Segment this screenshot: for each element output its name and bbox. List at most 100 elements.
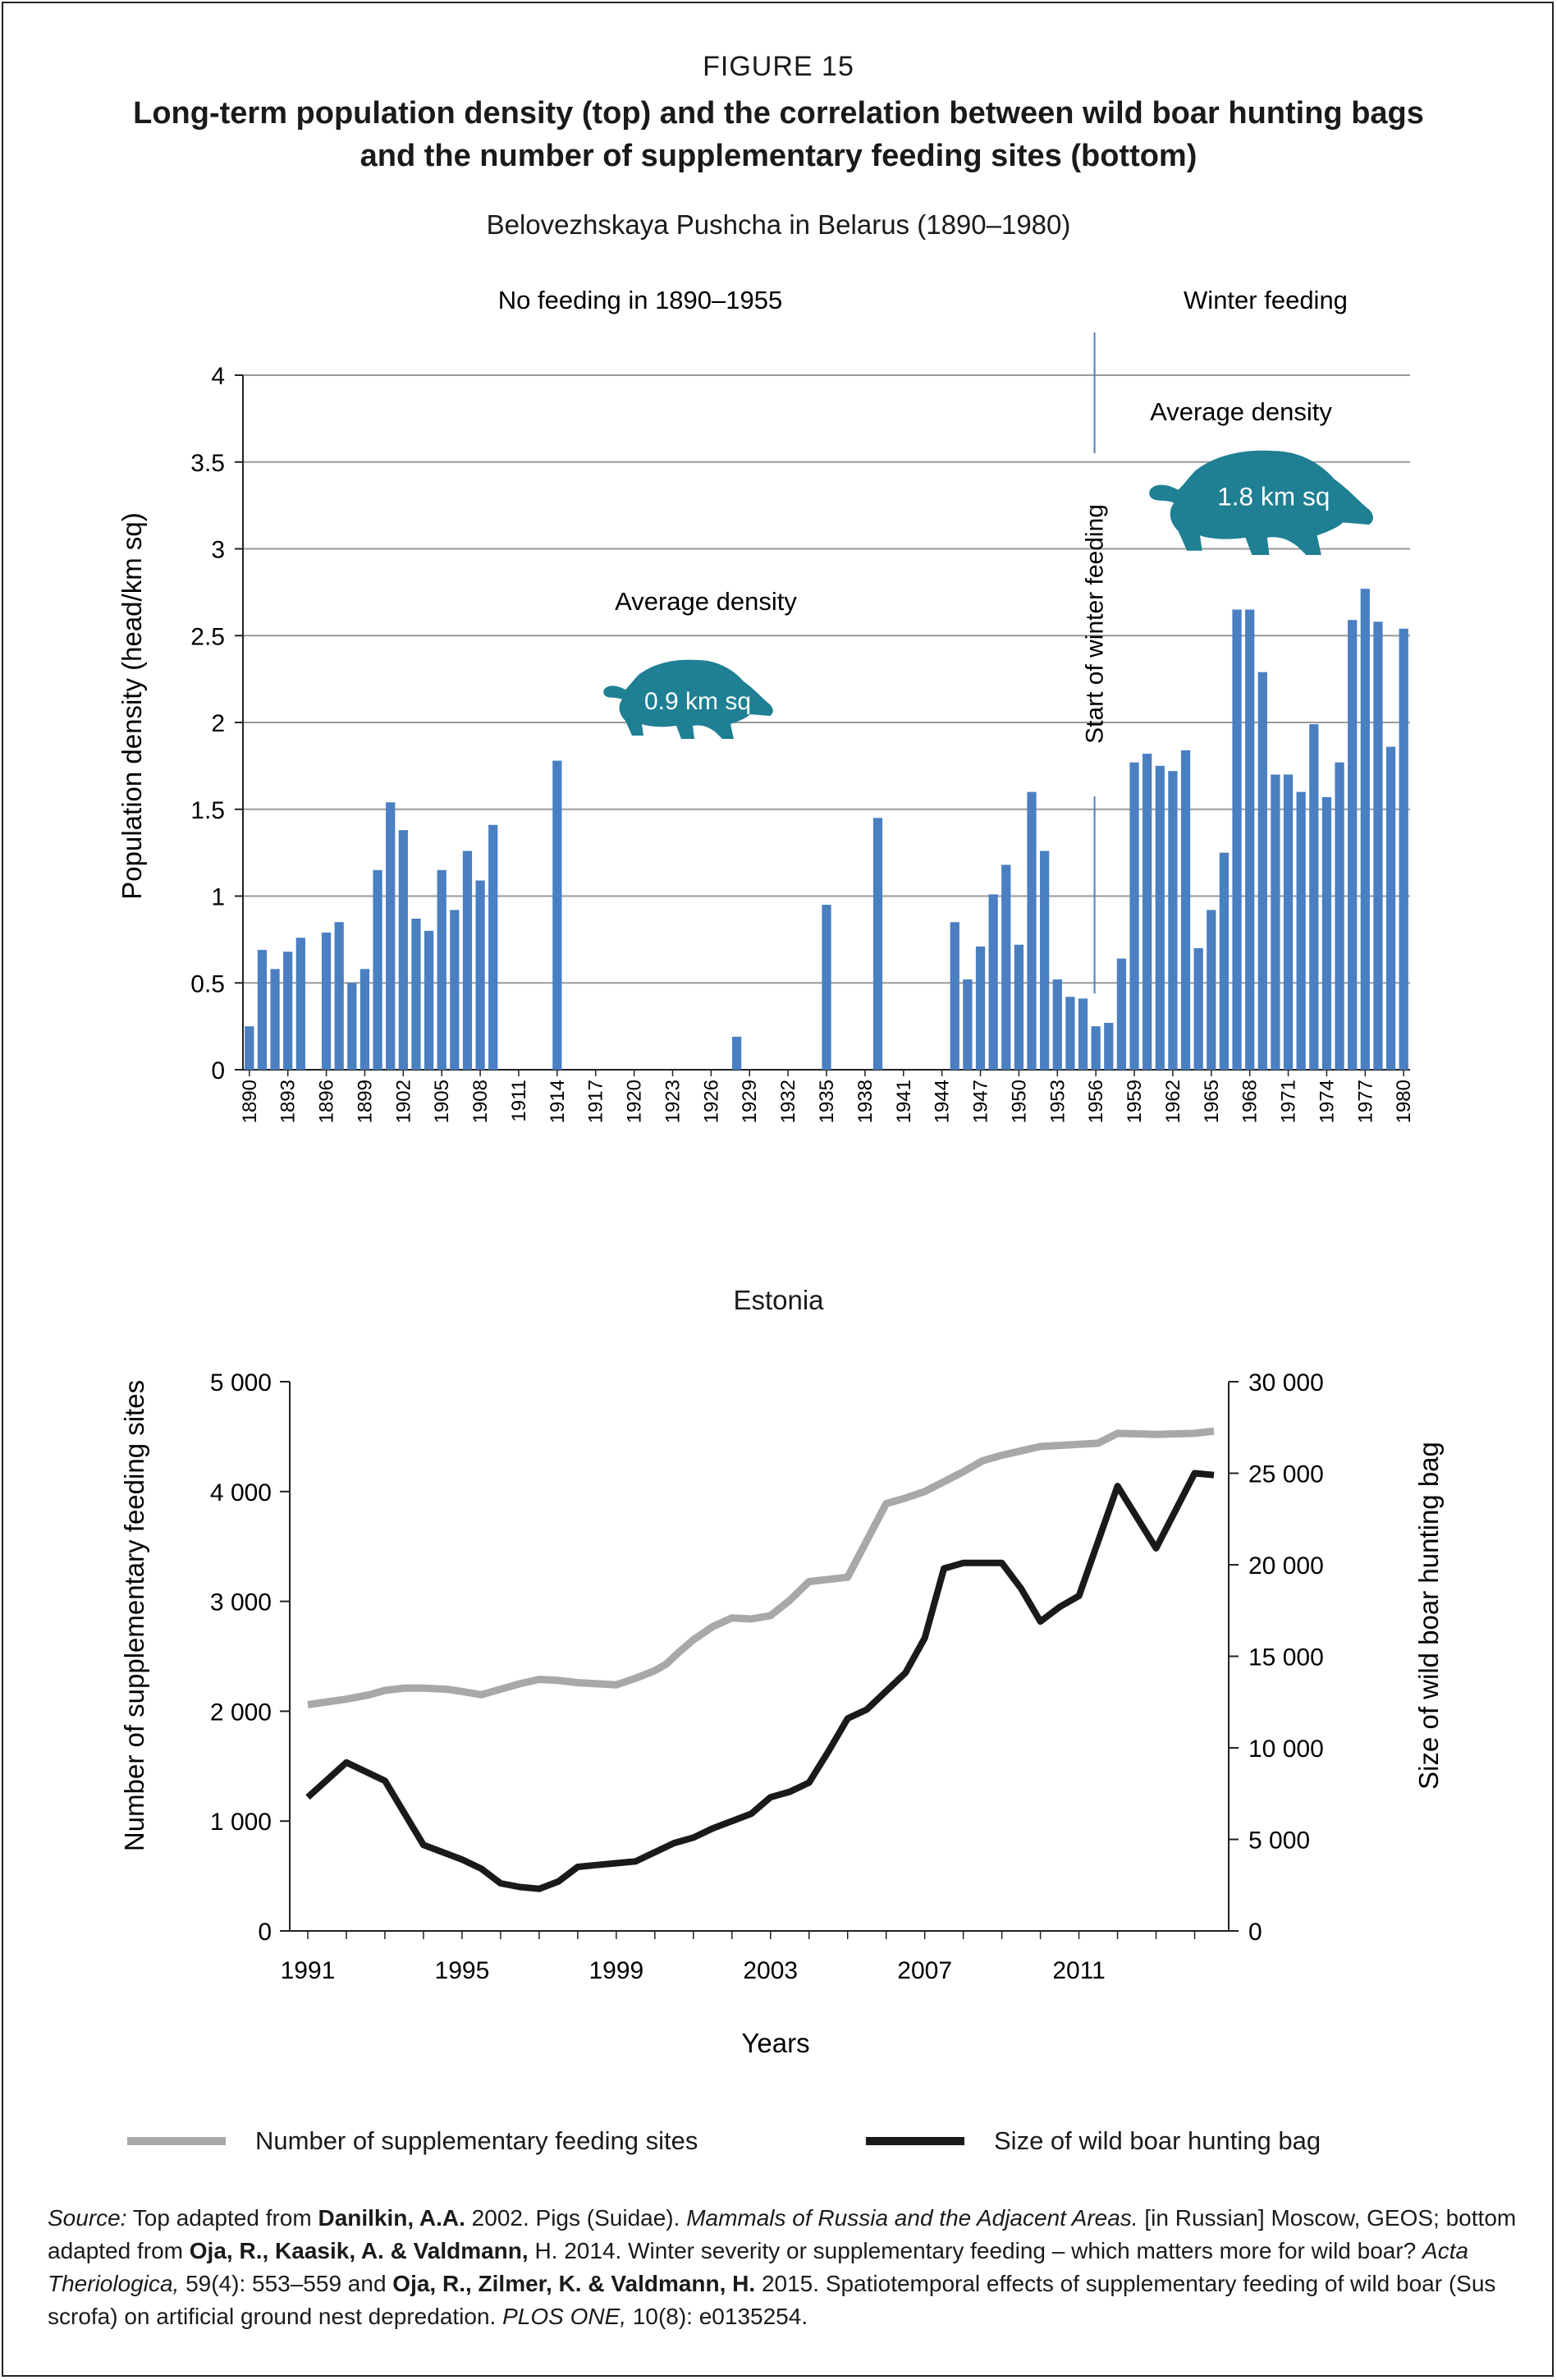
estonia-line-chart: 1991 1995 1999 2003 2007 2011 0 1 000 2 000 3 00… xyxy=(119,1369,1444,2058)
legend-swatch-black xyxy=(866,2137,964,2145)
source-journal-2: Acta Theriologica, xyxy=(48,2238,1469,2296)
legend-item-feeding-sites: Number of supplementary feeding sites xyxy=(127,2126,698,2156)
bar-1958 xyxy=(1116,958,1127,1070)
bar-1948 xyxy=(988,894,998,1070)
bar-1976 xyxy=(1348,620,1358,1070)
bar-1949 xyxy=(1001,864,1011,1070)
source-journal-3: PLOS ONE, xyxy=(502,2304,627,2329)
line-left-tick-label: 0 xyxy=(258,1919,272,1946)
bar-x-tick-label: 1974 xyxy=(1316,1080,1338,1123)
bar-x-tick-label: 1926 xyxy=(700,1080,722,1123)
figure-label: FIGURE 15 xyxy=(703,51,854,82)
source-author-1: Danilkin, A.A. xyxy=(318,2205,465,2231)
bar-x-tick-label: 1938 xyxy=(854,1080,877,1123)
bar-1980 xyxy=(1399,628,1408,1070)
series-feeding-sites-line xyxy=(307,1427,1215,1708)
bar-1952 xyxy=(1040,851,1050,1070)
bar-1954 xyxy=(1065,997,1075,1070)
bar-x-tick-label: 1935 xyxy=(816,1080,838,1123)
source-text-2: 2002. Pigs (Suidae). xyxy=(465,2205,687,2231)
bar-1951 xyxy=(1027,791,1037,1070)
bar-x-tick-label: 1908 xyxy=(469,1080,492,1123)
bar-x-tick-label: 1893 xyxy=(277,1080,300,1123)
bar-1979 xyxy=(1385,746,1396,1070)
winter-feeding-annotation: Winter feeding xyxy=(1184,286,1348,314)
bar-chart-x-ticks: 1890 1893 1896 1899 1902 1905 1908 1911 1914 1917… xyxy=(239,1070,1415,1123)
line-chart-series xyxy=(305,1427,1215,1892)
bar-x-tick-label: 1971 xyxy=(1278,1080,1300,1123)
source-text-7: 10(8): e0135254. xyxy=(626,2304,808,2329)
bar-x-tick-label: 1959 xyxy=(1124,1080,1146,1123)
bar-x-tick-label: 1980 xyxy=(1393,1080,1415,1123)
bar-1897 xyxy=(334,922,344,1070)
legend-swatch-grey xyxy=(127,2137,226,2145)
line-chart-x-axis-label: Years xyxy=(741,2028,809,2058)
bar-1893 xyxy=(283,952,293,1070)
top-chart-title: Belovezhskaya Pushcha in Belarus (1890–1… xyxy=(486,209,1071,240)
line-left-tick-label: 1 000 xyxy=(210,1809,272,1836)
bar-1904 xyxy=(424,930,434,1070)
bar-x-tick-label: 1962 xyxy=(1162,1080,1184,1123)
line-right-tick-label: 20 000 xyxy=(1248,1552,1324,1580)
source-text-3: [in Russian] Moscow, GEOS; bottom adapte… xyxy=(48,2205,1517,2263)
source-note: Source: Top adapted from Danilkin, A.A. … xyxy=(48,2202,1517,2333)
bar-chart-y-ticks: 0 0.5 1 1.5 2 2.5 3 3.5 4 xyxy=(190,363,225,1085)
bar-1906 xyxy=(450,910,460,1070)
bar-x-tick-label: 1902 xyxy=(392,1080,414,1123)
line-chart-right-y-axis-label: Size of wild boar hunting bag xyxy=(1413,1442,1444,1790)
bar-1950 xyxy=(1014,944,1024,1070)
bar-1909 xyxy=(488,824,498,1070)
source-text-1: Top adapted from xyxy=(126,2205,318,2231)
bar-x-tick-label: 1968 xyxy=(1239,1080,1262,1123)
bar-1974 xyxy=(1321,796,1332,1070)
legend-label-feeding-sites: Number of supplementary feeding sites xyxy=(255,2126,698,2155)
bar-x-tick-label: 1944 xyxy=(932,1080,954,1123)
line-x-tick-label: 1995 xyxy=(435,1957,490,1984)
bar-1901 xyxy=(386,802,396,1070)
bar-1968 xyxy=(1245,609,1255,1070)
bar-1914 xyxy=(552,760,562,1070)
bar-x-tick-label: 1932 xyxy=(777,1080,799,1123)
bar-1978 xyxy=(1373,621,1383,1070)
line-right-tick-label: 15 000 xyxy=(1248,1644,1324,1672)
bar-1966 xyxy=(1219,852,1230,1070)
bar-x-tick-label: 1965 xyxy=(1201,1080,1223,1123)
source-text-5: 59(4): 553–559 and xyxy=(179,2271,393,2296)
legend: Number of supplementary feeding sites Si… xyxy=(0,2126,1557,2167)
bar-1902 xyxy=(398,830,408,1070)
bar-1899 xyxy=(359,969,370,1070)
bar-1964 xyxy=(1193,947,1203,1070)
source-author-2: Oja, R., Kaasik, A. & Valdmann, xyxy=(189,2238,529,2263)
bar-x-tick-label: 1905 xyxy=(431,1080,453,1123)
bar-1890 xyxy=(245,1026,254,1070)
legend-item-hunting-bag: Size of wild boar hunting bag xyxy=(866,2126,1321,2156)
line-chart-right-y-ticks: 0 5 000 10 000 15 000 20 000 25 000 30 000 xyxy=(1229,1369,1324,1946)
bar-y-tick-label: 0.5 xyxy=(190,970,225,997)
bar-y-tick-label: 2 xyxy=(211,710,225,737)
line-x-tick-label: 2007 xyxy=(897,1957,952,1984)
bar-chart-y-axis-label: Population density (head/km sq) xyxy=(117,512,147,899)
source-text-6: 2015. Spatiotemporal effects of suppleme… xyxy=(48,2271,1496,2329)
line-left-tick-label: 5 000 xyxy=(210,1369,272,1396)
bar-y-tick-label: 1 xyxy=(211,884,225,911)
bar-1928 xyxy=(731,1036,742,1070)
bar-1947 xyxy=(975,946,986,1070)
source-text-4: H. 2014. Winter severity or supplementar… xyxy=(528,2238,1423,2263)
line-right-tick-label: 10 000 xyxy=(1248,1736,1324,1763)
source-author-3: Oja, R., Zilmer, K. & Valdmann, H. xyxy=(392,2271,756,2296)
no-feeding-annotation: No feeding in 1890–1955 xyxy=(498,286,782,314)
line-left-tick-label: 2 000 xyxy=(210,1699,272,1726)
bar-1961 xyxy=(1155,765,1165,1070)
bar-1965 xyxy=(1207,910,1216,1070)
density-bar-chart: 0 0.5 1 1.5 2 2.5 3 3.5 4 1890 1893 1896 1899 1902 19… xyxy=(117,286,1415,1123)
line-x-tick-label: 1991 xyxy=(281,1957,336,1984)
average-density-right-label: Average density xyxy=(1150,397,1332,426)
bar-1892 xyxy=(270,969,280,1070)
line-left-tick-label: 3 000 xyxy=(210,1589,272,1616)
bar-x-tick-label: 1890 xyxy=(239,1080,261,1123)
bar-1894 xyxy=(295,938,305,1070)
bar-1900 xyxy=(373,869,382,1070)
line-right-tick-label: 30 000 xyxy=(1248,1369,1324,1396)
bar-y-tick-label: 1.5 xyxy=(190,797,225,824)
